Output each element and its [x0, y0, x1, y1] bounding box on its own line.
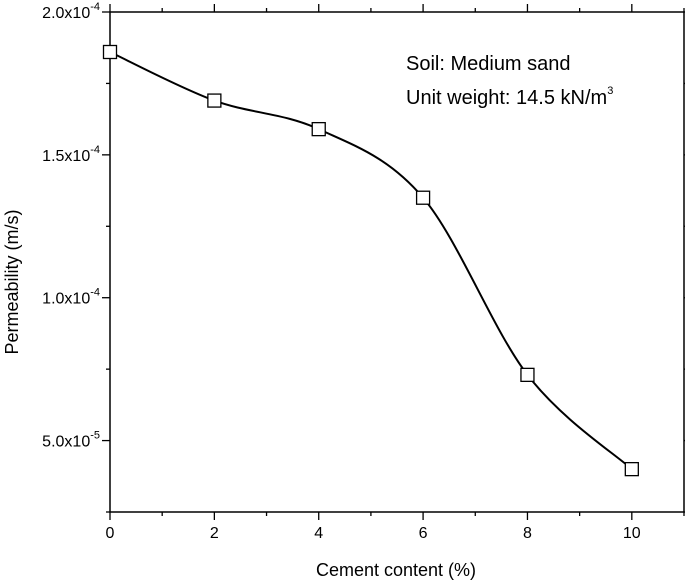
y-axis: 5.0x10-5 1.0x10-4 1.5x10-4 2.0x10-4 [42, 1, 685, 513]
plot-area-border [109, 11, 685, 513]
x-tick-label: 8 [523, 525, 532, 542]
data-point-marker [520, 367, 535, 383]
data-point-marker [624, 461, 639, 477]
data-point-marker [207, 93, 222, 108]
x-tick-label: 6 [419, 525, 428, 542]
y-axis-title: Permeability (m/s) [2, 209, 22, 354]
y-tick-label: 1.5x10-4 [42, 144, 100, 165]
unit-weight-text: Unit weight: 14.5 kN/m [406, 87, 607, 109]
data-point-marker [415, 190, 431, 205]
y-tick-label: 1.0x10-4 [42, 287, 100, 308]
data-point-marker [311, 121, 326, 137]
soil-annotation: Soil: Medium sand [406, 53, 571, 75]
x-axis: 0 2 4 6 8 10 [106, 4, 685, 542]
unit-weight-exponent: 3 [607, 85, 613, 97]
x-tick-label: 0 [106, 525, 115, 542]
x-axis-title: Cement content (%) [316, 560, 476, 580]
data-markers [102, 44, 639, 477]
x-tick-label: 2 [210, 525, 219, 542]
unit-weight-annotation: Unit weight: 14.5 kN/m3 [406, 85, 613, 109]
y-tick-label: 5.0x10-5 [42, 430, 100, 451]
data-point-marker [102, 44, 118, 60]
y-tick-label: 2.0x10-4 [42, 1, 100, 22]
x-tick-label: 10 [623, 525, 641, 542]
fit-curve [109, 51, 633, 470]
plot-frame [109, 11, 685, 513]
x-tick-label: 4 [314, 525, 323, 542]
